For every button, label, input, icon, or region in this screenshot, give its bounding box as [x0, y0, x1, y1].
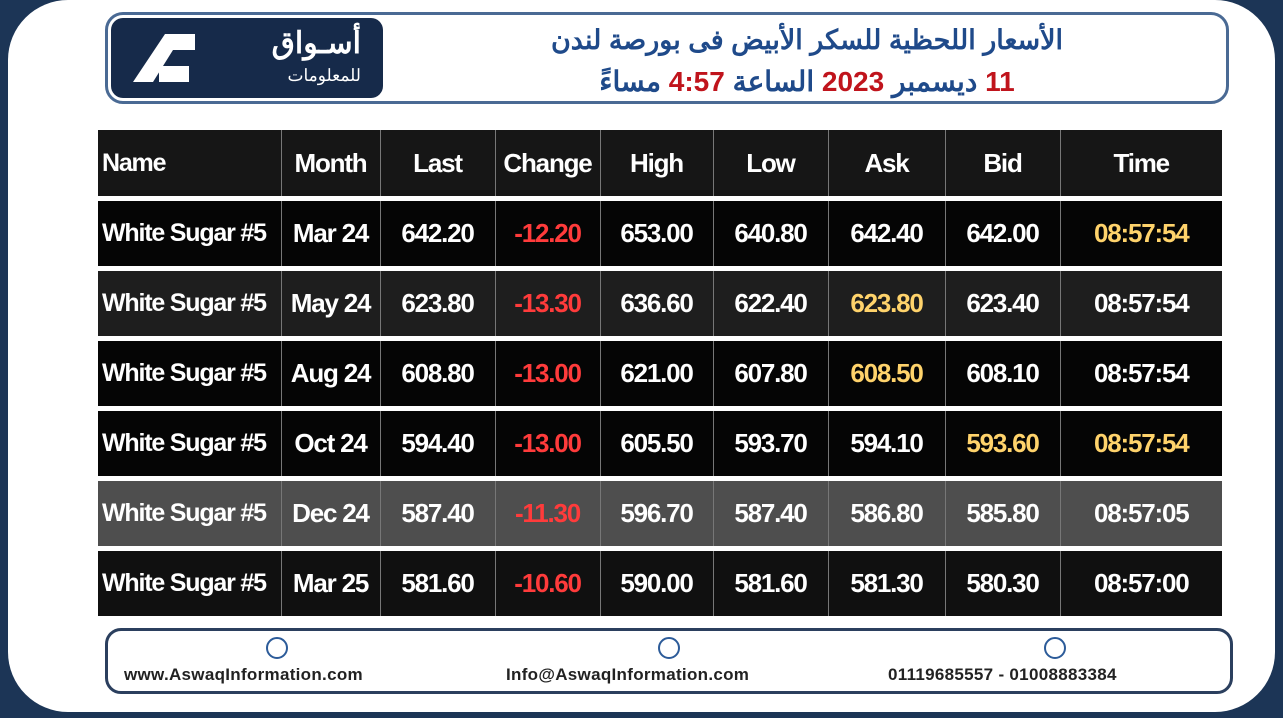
cell: 08:57:00 — [1059, 546, 1222, 616]
cell: 586.80 — [827, 476, 945, 549]
cell: 605.50 — [599, 406, 713, 479]
column-header: Month — [280, 130, 380, 199]
cell: White Sugar #5 — [98, 546, 281, 616]
web-icon — [266, 637, 288, 659]
cell: 653.00 — [599, 196, 713, 269]
column-header: Change — [494, 130, 600, 199]
cell: 581.60 — [712, 546, 828, 616]
cell: -12.20 — [494, 196, 600, 269]
column-header: Last — [379, 130, 495, 199]
column-header: Low — [712, 130, 828, 199]
cell: -11.30 — [494, 476, 600, 549]
cell: 642.40 — [827, 196, 945, 269]
price-table: Name Month Last Change High Low Ask Bid Time Whi… — [98, 130, 1222, 616]
mail-icon — [658, 637, 680, 659]
logo-mark — [133, 34, 195, 82]
cell: White Sugar #5 — [98, 196, 281, 269]
cell: Mar 24 — [280, 196, 380, 269]
cell: 587.40 — [379, 476, 495, 549]
cell: Mar 25 — [280, 546, 380, 616]
column-header: Ask — [827, 130, 945, 199]
website: www.AswaqInformation.com — [124, 665, 363, 684]
cell: Aug 24 — [280, 336, 380, 409]
title: الأسعار اللحظية للسكر الأبيض فى بورصة لن… — [550, 25, 1064, 55]
cell: 608.80 — [379, 336, 495, 409]
column-header: Name — [102, 148, 166, 177]
email: Info@AswaqInformation.com — [506, 665, 750, 684]
column-header: Time — [1059, 130, 1222, 199]
logo-subtitle: للمعلومات — [287, 66, 361, 85]
cell: 593.60 — [944, 406, 1060, 479]
column-header: High — [599, 130, 713, 199]
date-part: ديسمبر — [891, 66, 978, 97]
phones: 01119685557 - 01008883384 — [888, 665, 1117, 684]
cell: 580.30 — [944, 546, 1060, 616]
cell: 596.70 — [599, 476, 713, 549]
date-part: مساءً — [599, 66, 661, 97]
table-row: White Sugar #5 Oct 24 594.40 -13.00 605.50 59… — [98, 406, 1222, 479]
cell: 08:57:05 — [1059, 476, 1222, 549]
date-part: 4:57 — [668, 66, 725, 97]
cell: 593.70 — [712, 406, 828, 479]
cell: 594.40 — [379, 406, 495, 479]
logo: أسـواق للمعلومات — [111, 18, 383, 98]
column-header: Bid — [944, 130, 1060, 199]
header-row: Name Month Last Change High Low Ask Bid Time — [98, 130, 1222, 199]
cell: 623.80 — [379, 266, 495, 339]
cell: 623.80 — [827, 266, 945, 339]
cell: 581.60 — [379, 546, 495, 616]
cell: 581.30 — [827, 546, 945, 616]
table-row: White Sugar #5 Dec 24 587.40 -11.30 596.70 58… — [98, 476, 1222, 549]
logo-title: أسـواق — [271, 27, 361, 60]
table-row: White Sugar #5 Mar 24 642.20 -12.20 653.00 64… — [98, 196, 1222, 269]
cell: 08:57:54 — [1059, 266, 1222, 339]
cell: 08:57:54 — [1059, 406, 1222, 479]
cell: 640.80 — [712, 196, 828, 269]
footer: www.AswaqInformation.com Info@AswaqInfor… — [105, 628, 1233, 694]
cell: Oct 24 — [280, 406, 380, 479]
header: أسـواق للمعلومات الأسعار اللحظية للسكر ا… — [105, 12, 1229, 104]
date-line: 11 ديسمبر 2023 الساعة 4:57 مساءً — [398, 65, 1216, 98]
cell: 08:57:54 — [1059, 336, 1222, 409]
cell: White Sugar #5 — [98, 406, 281, 479]
card: أسـواق للمعلومات الأسعار اللحظية للسكر ا… — [8, 0, 1275, 712]
cell: White Sugar #5 — [98, 336, 281, 409]
table-row: White Sugar #5 May 24 623.80 -13.30 636.60 62… — [98, 266, 1222, 339]
cell: 642.20 — [379, 196, 495, 269]
cell: White Sugar #5 — [98, 266, 281, 339]
cell: -13.00 — [494, 406, 600, 479]
phone-icon — [1044, 637, 1066, 659]
date-part: 2023 — [821, 66, 885, 97]
cell: 587.40 — [712, 476, 828, 549]
cell: -13.00 — [494, 336, 600, 409]
cell: -13.30 — [494, 266, 600, 339]
cell: 636.60 — [599, 266, 713, 339]
cell: 08:57:54 — [1059, 196, 1222, 269]
table-row: White Sugar #5 Aug 24 608.80 -13.00 621.00 60… — [98, 336, 1222, 409]
cell: Dec 24 — [280, 476, 380, 549]
table-row: White Sugar #5 Mar 25 581.60 -10.60 590.00 58… — [98, 546, 1222, 616]
date-part: الساعة — [732, 66, 815, 97]
cell: 608.10 — [944, 336, 1060, 409]
cell: 607.80 — [712, 336, 828, 409]
cell: -10.60 — [494, 546, 600, 616]
cell: 585.80 — [944, 476, 1060, 549]
cell: White Sugar #5 — [98, 476, 281, 549]
cell: 621.00 — [599, 336, 713, 409]
cell: 608.50 — [827, 336, 945, 409]
cell: May 24 — [280, 266, 380, 339]
cell: 590.00 — [599, 546, 713, 616]
cell: 642.00 — [944, 196, 1060, 269]
cell: 622.40 — [712, 266, 828, 339]
date-part: 11 — [985, 66, 1015, 97]
cell: 623.40 — [944, 266, 1060, 339]
cell: 594.10 — [827, 406, 945, 479]
